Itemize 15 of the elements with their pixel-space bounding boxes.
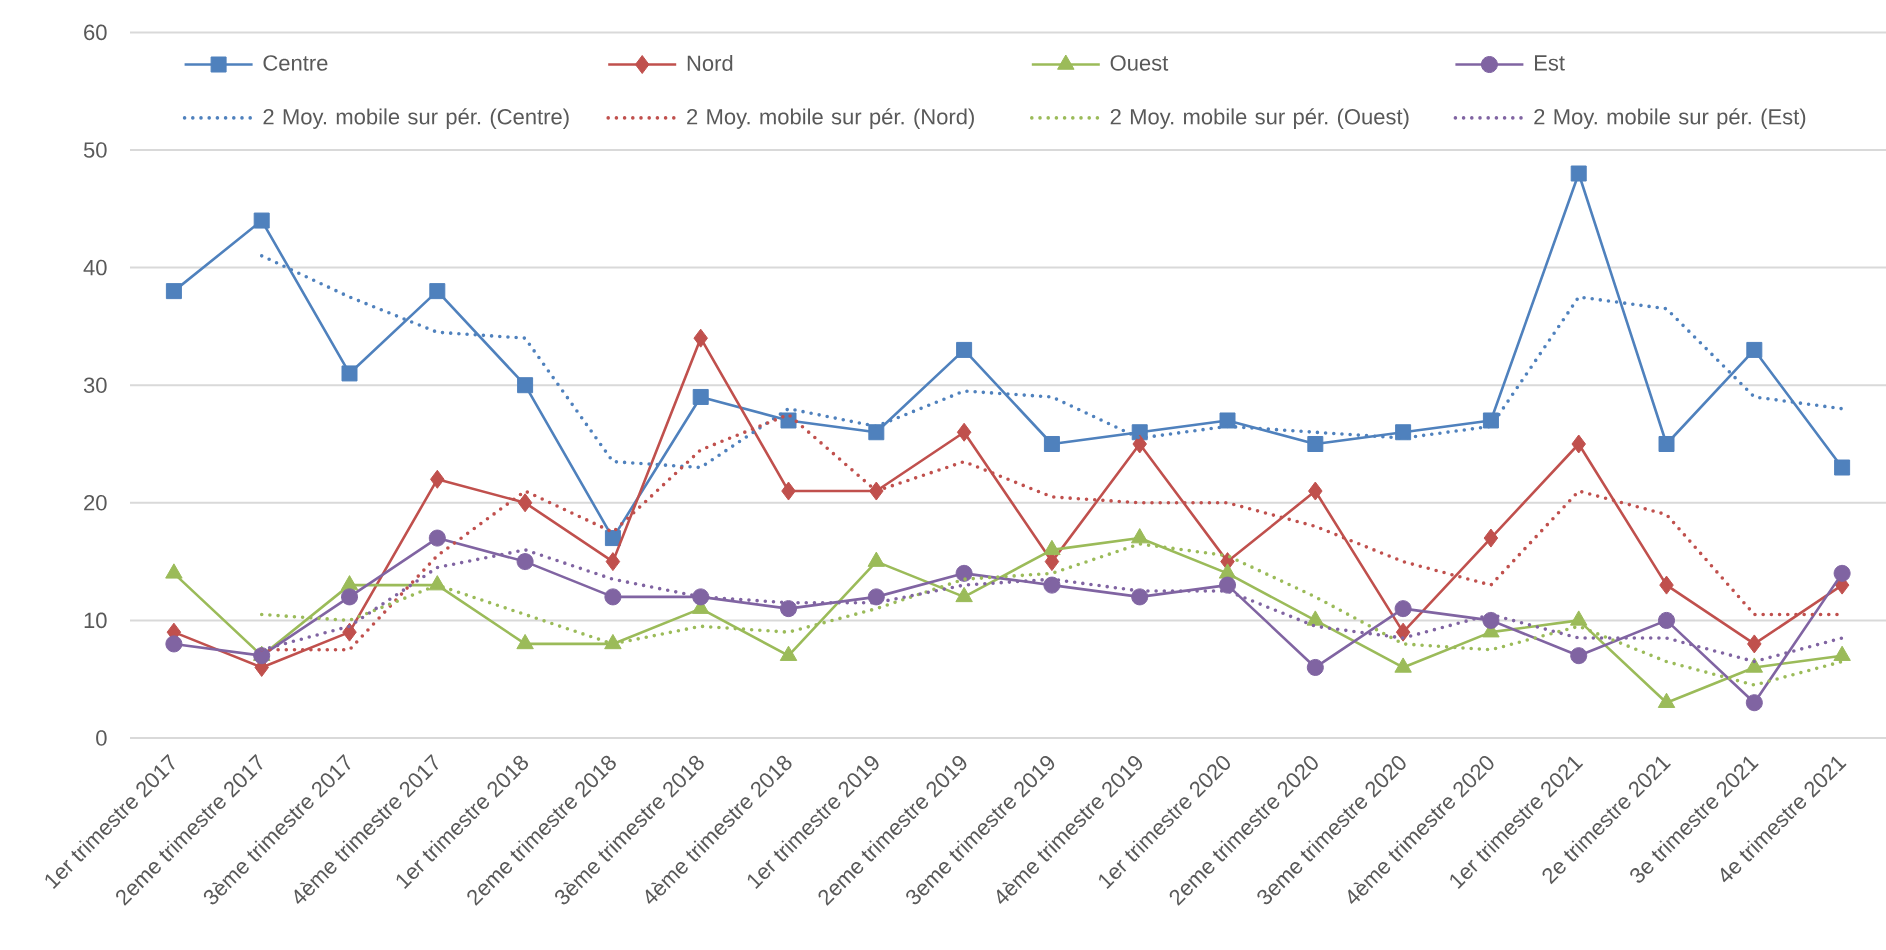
legend-label: 2 Moy. mobile sur pér. (Est) [1534, 108, 1806, 129]
legend-label: 2 Moy. mobile sur pér. (Nord) [687, 108, 974, 129]
y-tick-label: 50 [83, 142, 107, 158]
legend-label: 2 Moy. mobile sur pér. (Ouest) [1110, 108, 1409, 129]
y-tick-label: 40 [83, 259, 107, 276]
y-tick-label: 60 [84, 24, 107, 41]
legend-label: Nord [687, 54, 733, 72]
legend-label: Ouest [1110, 55, 1169, 71]
y-tick-label: 20 [84, 495, 107, 511]
legend-label: 2 Moy. mobile sur pér. (Centre) [263, 108, 569, 129]
y-tick-label: 0 [96, 730, 107, 746]
y-tick-label: 10 [84, 612, 107, 629]
legend-label: Est [1535, 55, 1565, 71]
y-tick-label: 30 [83, 377, 107, 393]
legend-label: Centre [263, 55, 328, 71]
